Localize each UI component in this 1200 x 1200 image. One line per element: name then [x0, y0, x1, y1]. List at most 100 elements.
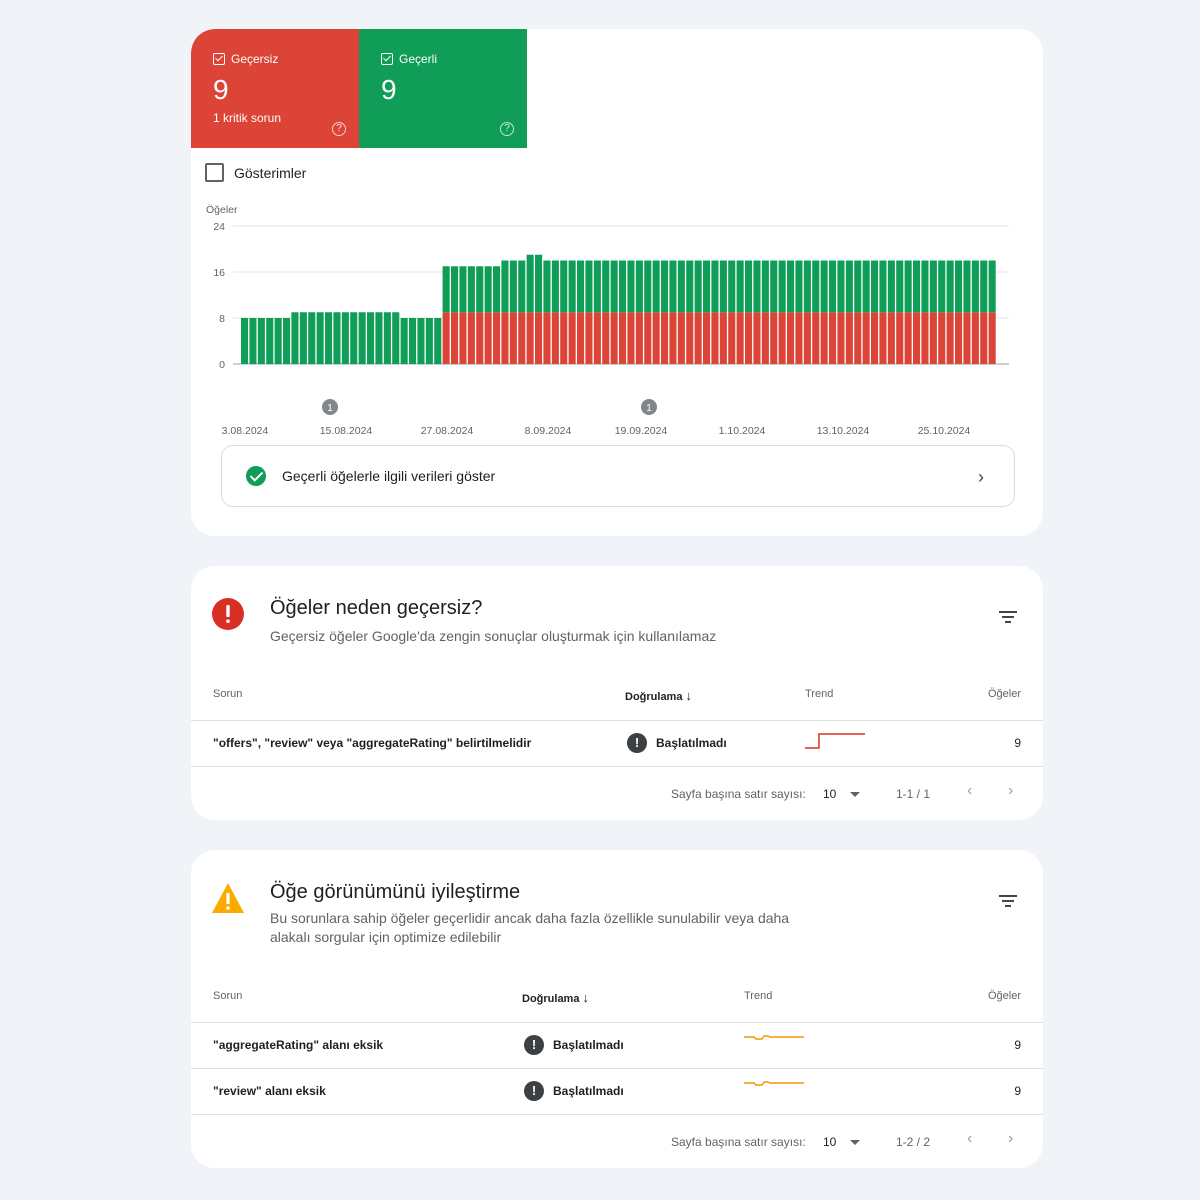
bar-invalid[interactable]: [669, 312, 677, 364]
show-valid-items-link[interactable]: Geçerli öğelerle ilgili verileri göster …: [221, 445, 1015, 507]
bar-invalid[interactable]: [854, 312, 862, 364]
bar-invalid[interactable]: [577, 312, 585, 364]
bar-valid[interactable]: [770, 260, 778, 313]
bar-invalid[interactable]: [862, 312, 870, 364]
bar-invalid[interactable]: [476, 312, 484, 364]
bar-invalid[interactable]: [845, 312, 853, 364]
bar-valid[interactable]: [241, 318, 249, 364]
bar-valid[interactable]: [283, 318, 291, 364]
bar-valid[interactable]: [879, 260, 887, 313]
bar-valid[interactable]: [795, 260, 803, 313]
bar-valid[interactable]: [913, 260, 921, 313]
bar-valid[interactable]: [610, 260, 618, 313]
bar-valid[interactable]: [249, 318, 257, 364]
bar-valid[interactable]: [535, 254, 543, 313]
bar-valid[interactable]: [635, 260, 643, 313]
bar-invalid[interactable]: [988, 312, 996, 364]
bar-invalid[interactable]: [829, 312, 837, 364]
bar-valid[interactable]: [778, 260, 786, 313]
bar-valid[interactable]: [761, 260, 769, 313]
bar-invalid[interactable]: [711, 312, 719, 364]
bar-invalid[interactable]: [837, 312, 845, 364]
bar-valid[interactable]: [425, 318, 433, 364]
bar-valid[interactable]: [627, 260, 635, 313]
bar-valid[interactable]: [316, 312, 324, 364]
bar-valid[interactable]: [400, 318, 408, 364]
bar-invalid[interactable]: [677, 312, 685, 364]
column-header-trend[interactable]: Trend: [805, 688, 834, 700]
bar-valid[interactable]: [619, 260, 627, 313]
column-header-items[interactable]: Öğeler: [987, 688, 1021, 700]
bar-valid[interactable]: [434, 318, 442, 364]
bar-valid[interactable]: [871, 260, 879, 313]
bar-invalid[interactable]: [610, 312, 618, 364]
bar-invalid[interactable]: [887, 312, 895, 364]
bar-valid[interactable]: [887, 260, 895, 313]
bar-valid[interactable]: [568, 260, 576, 313]
bar-valid[interactable]: [921, 260, 929, 313]
bar-valid[interactable]: [375, 312, 383, 364]
valid-tile[interactable]: Geçerli 9 ?: [359, 29, 527, 148]
bar-invalid[interactable]: [736, 312, 744, 364]
bar-valid[interactable]: [644, 260, 652, 313]
bar-valid[interactable]: [803, 260, 811, 313]
bar-invalid[interactable]: [929, 312, 937, 364]
previous-page-button[interactable]: ‹: [967, 782, 973, 799]
bar-invalid[interactable]: [509, 312, 517, 364]
bar-valid[interactable]: [938, 260, 946, 313]
bar-valid[interactable]: [593, 260, 601, 313]
bar-invalid[interactable]: [963, 312, 971, 364]
bar-invalid[interactable]: [493, 312, 501, 364]
bar-invalid[interactable]: [753, 312, 761, 364]
bar-invalid[interactable]: [728, 312, 736, 364]
bar-valid[interactable]: [392, 312, 400, 364]
bar-invalid[interactable]: [879, 312, 887, 364]
bar-valid[interactable]: [677, 260, 685, 313]
bar-valid[interactable]: [820, 260, 828, 313]
column-header-items[interactable]: Öğeler: [987, 990, 1021, 1002]
bar-invalid[interactable]: [644, 312, 652, 364]
bar-valid[interactable]: [946, 260, 954, 313]
bar-valid[interactable]: [669, 260, 677, 313]
bar-valid[interactable]: [551, 260, 559, 313]
bar-valid[interactable]: [719, 260, 727, 313]
bar-valid[interactable]: [602, 260, 610, 313]
bar-valid[interactable]: [560, 260, 568, 313]
bar-valid[interactable]: [367, 312, 375, 364]
filter-icon[interactable]: [999, 895, 1017, 909]
bar-invalid[interactable]: [803, 312, 811, 364]
bar-valid[interactable]: [257, 318, 265, 364]
bar-invalid[interactable]: [635, 312, 643, 364]
bar-valid[interactable]: [787, 260, 795, 313]
checkbox-checked-icon[interactable]: [213, 53, 225, 65]
bar-valid[interactable]: [325, 312, 333, 364]
bar-valid[interactable]: [451, 266, 459, 313]
bar-invalid[interactable]: [871, 312, 879, 364]
bar-invalid[interactable]: [778, 312, 786, 364]
bar-valid[interactable]: [686, 260, 694, 313]
bar-valid[interactable]: [509, 260, 517, 313]
bar-invalid[interactable]: [980, 312, 988, 364]
column-header-trend[interactable]: Trend: [744, 990, 773, 1002]
dropdown-arrow-icon[interactable]: [850, 792, 860, 797]
bar-valid[interactable]: [904, 260, 912, 313]
bar-valid[interactable]: [467, 266, 475, 313]
bar-valid[interactable]: [274, 318, 282, 364]
bar-valid[interactable]: [971, 260, 979, 313]
column-header-issue[interactable]: Sorun: [213, 990, 243, 1002]
bar-invalid[interactable]: [938, 312, 946, 364]
bar-invalid[interactable]: [526, 312, 534, 364]
rows-per-page-select[interactable]: 10: [823, 787, 837, 801]
bar-valid[interactable]: [459, 266, 467, 313]
bar-valid[interactable]: [501, 260, 509, 313]
bar-invalid[interactable]: [451, 312, 459, 364]
bar-valid[interactable]: [837, 260, 845, 313]
bar-invalid[interactable]: [795, 312, 803, 364]
bar-valid[interactable]: [661, 260, 669, 313]
bar-invalid[interactable]: [518, 312, 526, 364]
bar-invalid[interactable]: [770, 312, 778, 364]
bar-valid[interactable]: [383, 312, 391, 364]
bar-valid[interactable]: [333, 312, 341, 364]
bar-valid[interactable]: [484, 266, 492, 313]
bar-invalid[interactable]: [921, 312, 929, 364]
